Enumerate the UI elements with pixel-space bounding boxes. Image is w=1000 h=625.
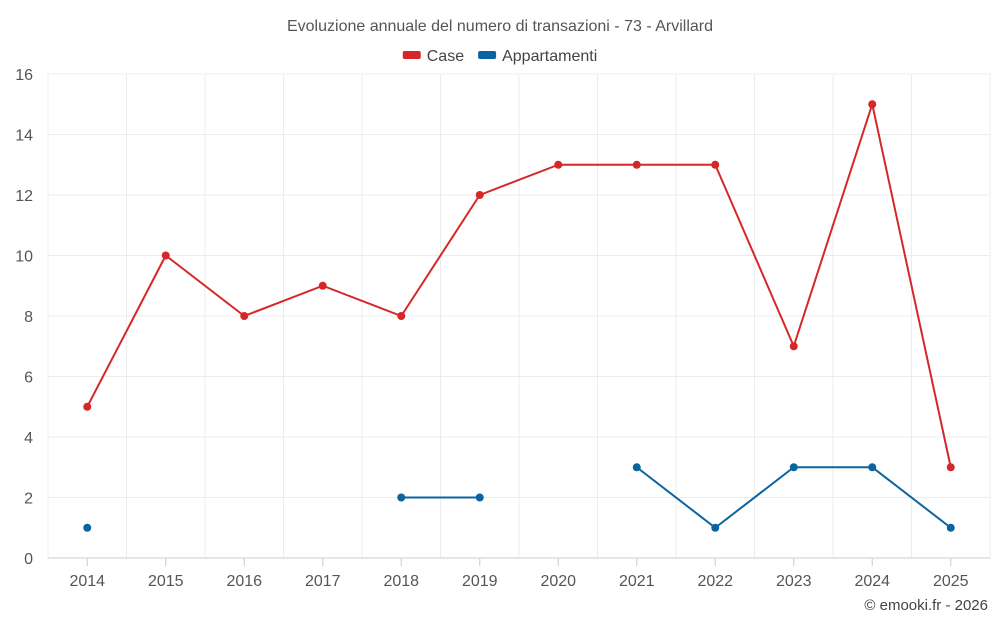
data-point[interactable]	[475, 493, 484, 502]
y-tick-label: 14	[15, 128, 33, 145]
x-tick-label: 2021	[619, 573, 655, 590]
data-point[interactable]	[83, 402, 92, 411]
x-tick-label: 2018	[383, 573, 419, 590]
data-point[interactable]	[789, 342, 798, 351]
data-point[interactable]	[868, 463, 877, 472]
grid	[47, 73, 991, 558]
data-point[interactable]	[789, 463, 798, 472]
data-point[interactable]	[318, 281, 327, 290]
x-tick-label: 2022	[697, 573, 733, 590]
data-point[interactable]	[946, 523, 955, 532]
x-tick-label: 2024	[854, 573, 890, 590]
data-point[interactable]	[161, 251, 170, 260]
y-tick-label: 6	[24, 370, 33, 387]
y-tick-label: 10	[15, 249, 33, 266]
data-point[interactable]	[632, 160, 641, 169]
chart-title: Evoluzione annuale del numero di transaz…	[287, 18, 713, 35]
y-tick-label: 16	[15, 67, 33, 84]
y-tick-label: 8	[24, 309, 33, 326]
data-point[interactable]	[946, 463, 955, 472]
data-point[interactable]	[711, 160, 720, 169]
axes: 0 2 4 6 8 10 12 14 16 2014 2015 2016 2017 2018 2019 202…	[15, 67, 990, 590]
series-layer	[83, 100, 955, 532]
series-case	[83, 100, 955, 472]
y-tick-label: 0	[24, 551, 33, 568]
x-tick-label: 2016	[226, 573, 262, 590]
y-tick-label: 4	[24, 430, 33, 447]
data-point[interactable]	[632, 463, 641, 472]
x-tick-label: 2025	[933, 573, 969, 590]
data-point[interactable]	[397, 312, 406, 320]
x-tick-label: 2020	[540, 573, 576, 590]
x-tick-label: 2015	[148, 573, 184, 590]
y-tick-label: 2	[24, 491, 33, 508]
y-tick-label: 12	[15, 188, 33, 205]
x-tick-label: 2023	[776, 573, 812, 590]
series-line	[86, 103, 952, 468]
data-point[interactable]	[240, 312, 249, 320]
data-point[interactable]	[711, 523, 720, 532]
legend-swatch	[478, 51, 497, 59]
credit-text: © emooki.fr - 2026	[864, 597, 988, 614]
legend-swatch	[402, 51, 421, 59]
data-point[interactable]	[83, 523, 92, 532]
legend-label: Appartamenti	[502, 48, 597, 65]
series-appartamenti	[83, 463, 955, 532]
legend: Case Appartamenti	[402, 48, 597, 65]
data-point[interactable]	[868, 100, 877, 109]
data-point[interactable]	[397, 493, 406, 502]
legend-label: Case	[427, 48, 464, 65]
x-tick-label: 2019	[462, 573, 498, 590]
data-point[interactable]	[475, 191, 484, 199]
x-tick-label: 2014	[69, 573, 105, 590]
x-tick-label: 2017	[305, 573, 341, 590]
data-point[interactable]	[554, 160, 563, 169]
